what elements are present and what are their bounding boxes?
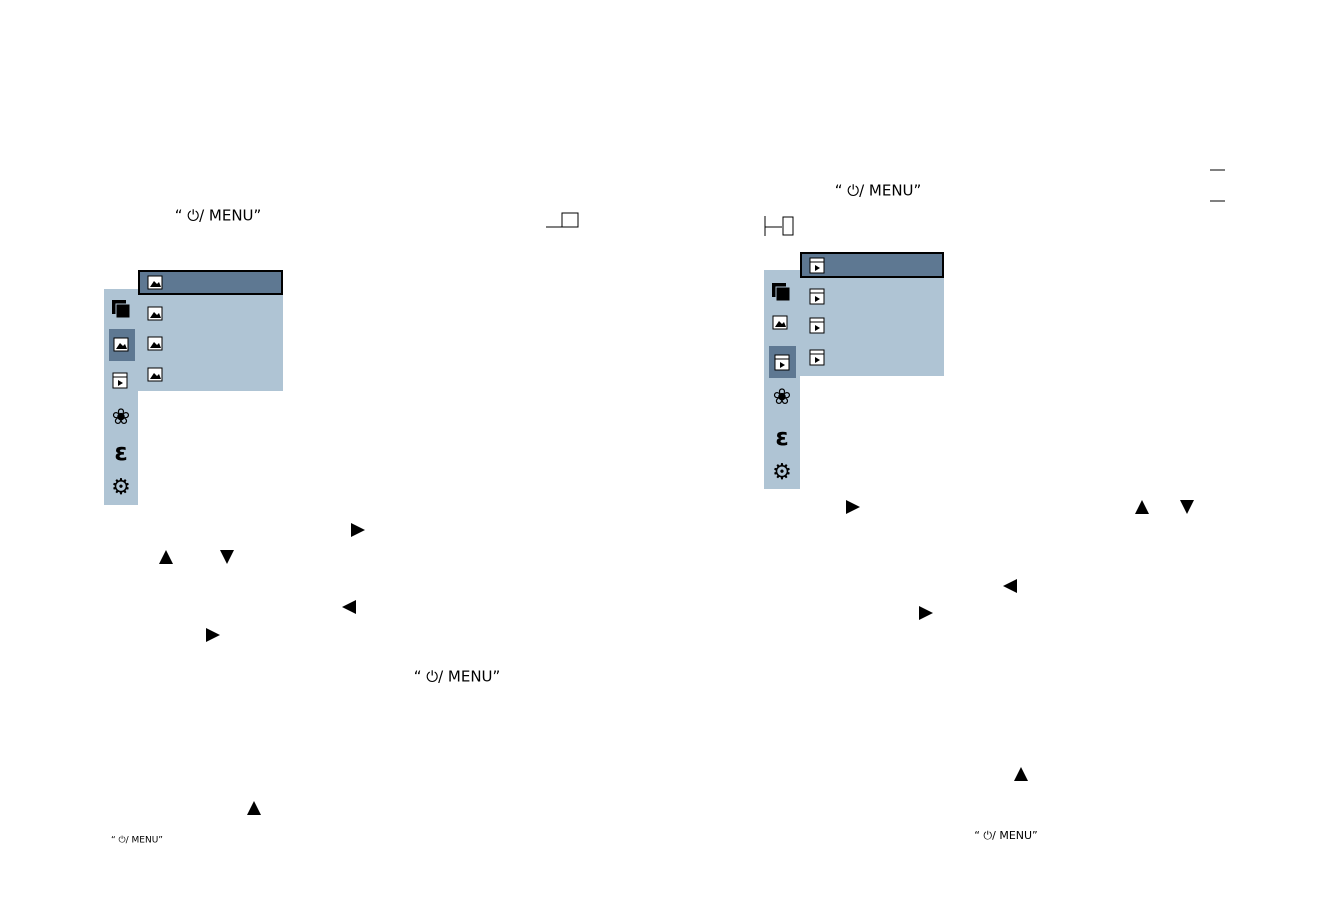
- arrow-key: [159, 550, 173, 564]
- menu-label: “ ⏻/ MENU”: [111, 835, 163, 846]
- right-menu: [764, 252, 944, 489]
- arrow-key: [247, 801, 261, 815]
- menu-label: “ ⏻/ MENU”: [974, 829, 1038, 842]
- photo-icon: [775, 321, 786, 327]
- menu-label: “ ⏻/ MENU”: [414, 668, 501, 686]
- menu-icon: ❀: [112, 405, 130, 430]
- photo-icon: [150, 312, 161, 318]
- menu-label: “ ⏻/ MENU”: [175, 207, 262, 225]
- video-icon: [782, 216, 794, 236]
- video-icon: [815, 357, 820, 363]
- arrow-key: [1180, 500, 1194, 514]
- arrow-key: [351, 523, 365, 537]
- arrow-key: [1135, 500, 1149, 514]
- video-icon: [815, 265, 820, 271]
- arrow-key: [206, 628, 220, 642]
- arrow-key: [846, 500, 860, 514]
- menu-icon: ε: [114, 438, 127, 466]
- video-icon: [815, 296, 820, 302]
- submenu-highlight: [138, 270, 283, 295]
- menu-icon: ⚙: [111, 475, 131, 500]
- icon-column: [104, 289, 138, 505]
- left-menu: [104, 270, 283, 505]
- icon-column: [764, 270, 800, 489]
- arrow-key: [342, 600, 356, 614]
- photo-icon: [150, 281, 161, 287]
- photo-icon: [561, 212, 579, 228]
- video-icon: [809, 288, 825, 305]
- arrow-key: [220, 550, 234, 564]
- menu-icon: ❀: [773, 385, 791, 410]
- arrow-key: [1014, 767, 1028, 781]
- video-icon: [815, 325, 820, 331]
- photo-icon: [150, 373, 161, 379]
- menu-icon: ⚙: [772, 460, 792, 485]
- photo-icon: [116, 343, 127, 349]
- video-icon: [112, 372, 128, 389]
- video-icon: [780, 362, 785, 368]
- video-icon: [809, 349, 825, 366]
- photo-icon: [150, 342, 161, 348]
- video-icon: [774, 354, 790, 371]
- arrow-key: [1003, 579, 1017, 593]
- video-icon: [809, 317, 825, 334]
- stack-icon: [115, 303, 131, 319]
- stack-icon: [775, 286, 791, 302]
- menu-label: “ ⏻/ MENU”: [835, 182, 922, 200]
- video-icon: [809, 257, 825, 274]
- arrow-key: [919, 606, 933, 620]
- submenu-highlight: [800, 252, 944, 278]
- menu-icon: ε: [775, 423, 788, 451]
- video-icon: [118, 380, 123, 386]
